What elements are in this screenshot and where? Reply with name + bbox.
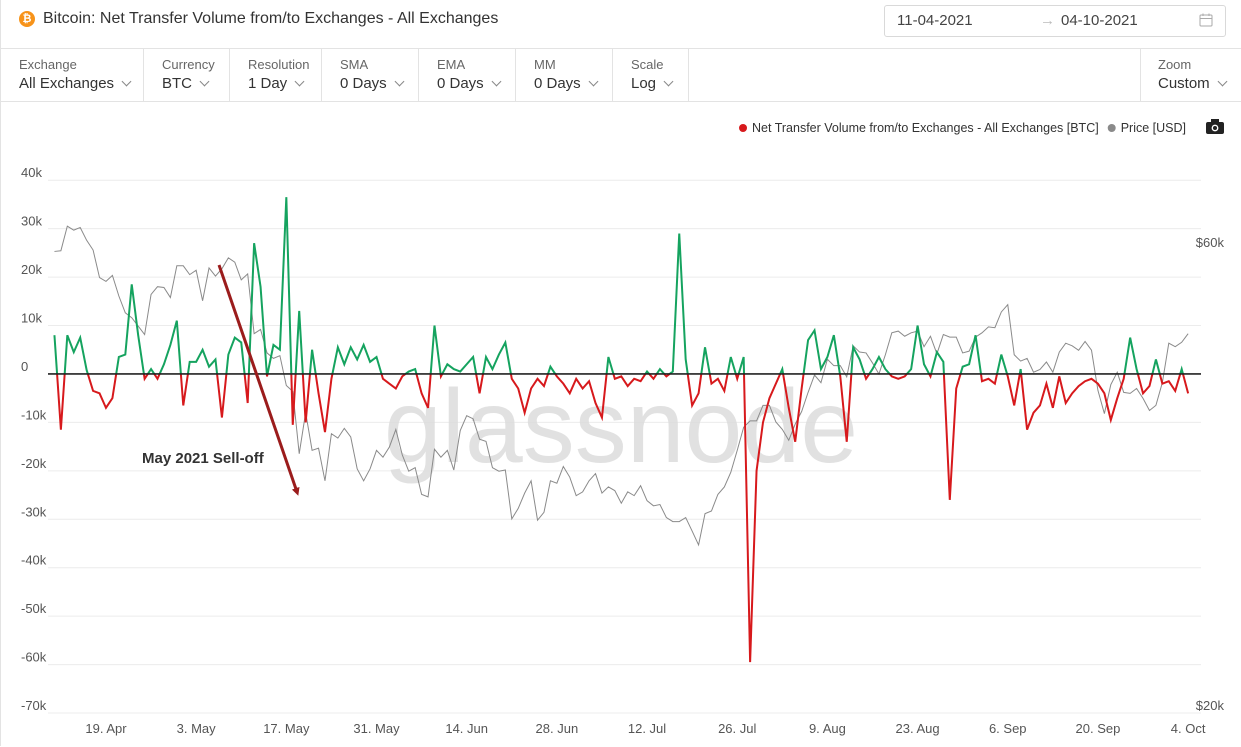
- control-value: All Exchanges: [19, 75, 115, 92]
- camera-icon[interactable]: [1206, 119, 1224, 134]
- header: ₿ Bitcoin: Net Transfer Volume from/to E…: [1, 0, 1241, 49]
- control[interactable]: MM 0 Days: [516, 49, 613, 101]
- control-label: MM: [534, 57, 556, 72]
- x-tick-label: 23. Aug: [896, 721, 940, 736]
- x-tick-label: 9. Aug: [809, 721, 846, 736]
- control[interactable]: Exchange All Exchanges: [1, 49, 144, 101]
- date-to[interactable]: 04-10-2021: [1061, 12, 1138, 29]
- x-tick-label: 28. Jun: [536, 721, 579, 736]
- legend-swatch: [739, 124, 748, 132]
- y-tick-label: -40k: [21, 553, 47, 568]
- series-line-positive: [53, 197, 1185, 374]
- x-tick-label: 14. Jun: [445, 721, 488, 736]
- bitcoin-icon: ₿: [19, 11, 35, 27]
- legend-label: Net Transfer Volume from/to Exchanges - …: [752, 121, 1099, 135]
- zoom-control[interactable]: Zoom Custom: [1140, 49, 1241, 101]
- control-label: Scale: [631, 57, 664, 72]
- control[interactable]: Resolution 1 Day: [230, 49, 322, 101]
- y-tick-label: -60k: [21, 650, 47, 665]
- control-value: 0 Days: [340, 75, 387, 92]
- control-label: Exchange: [19, 57, 77, 72]
- control-value: 0 Days: [534, 75, 581, 92]
- y-tick-label: 0: [21, 359, 28, 374]
- x-tick-label: 20. Sep: [1076, 721, 1121, 736]
- control[interactable]: EMA 0 Days: [419, 49, 516, 101]
- control[interactable]: SMA 0 Days: [322, 49, 419, 101]
- y-tick-label: 40k: [21, 165, 42, 180]
- legend-swatch: [1107, 124, 1116, 132]
- y-tick-label: -30k: [21, 504, 47, 519]
- annotation: May 2021 Sell-off: [142, 450, 265, 467]
- x-tick-label: 31. May: [353, 721, 400, 736]
- y2-tick-label: $20k: [1196, 698, 1225, 713]
- watermark: glassnode: [384, 369, 858, 485]
- x-tick-label: 17. May: [263, 721, 310, 736]
- range-arrow: →: [1040, 12, 1055, 29]
- control-label: EMA: [437, 57, 466, 72]
- date-from[interactable]: 11-04-2021: [897, 12, 973, 29]
- y-tick-label: -70k: [21, 698, 47, 713]
- x-tick-label: 26. Jul: [718, 721, 756, 736]
- date-range[interactable]: 11-04-2021 → 04-10-2021: [884, 5, 1226, 37]
- y-tick-label: -20k: [21, 456, 47, 471]
- y-tick-label: 30k: [21, 214, 42, 229]
- x-tick-label: 3. May: [177, 721, 217, 736]
- controls: Exchange All Exchanges Currency BTC Resoluti…: [1, 49, 1241, 102]
- control-value: 0 Days: [437, 75, 484, 92]
- y-tick-label: 10k: [21, 311, 42, 326]
- calendar-icon: [1199, 13, 1213, 27]
- x-tick-label: 4. Oct: [1171, 721, 1206, 736]
- control[interactable]: Scale Log: [613, 49, 689, 101]
- y-tick-label: 20k: [21, 262, 42, 277]
- control-value: Log: [631, 75, 657, 92]
- control-label: Resolution: [248, 57, 310, 72]
- y-tick-label: -10k: [21, 407, 47, 422]
- y2-tick-label: $60k: [1196, 235, 1225, 250]
- annotation-arrow: [217, 264, 300, 496]
- control[interactable]: Currency BTC: [144, 49, 230, 101]
- legend-label: Price [USD]: [1121, 121, 1186, 135]
- x-tick-label: 12. Jul: [628, 721, 666, 736]
- series-line-negative: [56, 373, 1190, 663]
- control-value: Custom: [1158, 75, 1210, 92]
- x-tick-label: 6. Sep: [989, 721, 1027, 736]
- x-tick-label: 19. Apr: [85, 721, 127, 736]
- control-label: Zoom: [1158, 57, 1192, 72]
- page-title: Bitcoin: Net Transfer Volume from/to Exc…: [43, 10, 499, 27]
- control-value: BTC: [162, 75, 192, 92]
- control-label: Currency: [162, 57, 215, 72]
- control-label: SMA: [340, 57, 369, 72]
- y-tick-label: -50k: [21, 601, 47, 616]
- control-value: 1 Day: [248, 75, 288, 92]
- price-line: [54, 225, 1189, 547]
